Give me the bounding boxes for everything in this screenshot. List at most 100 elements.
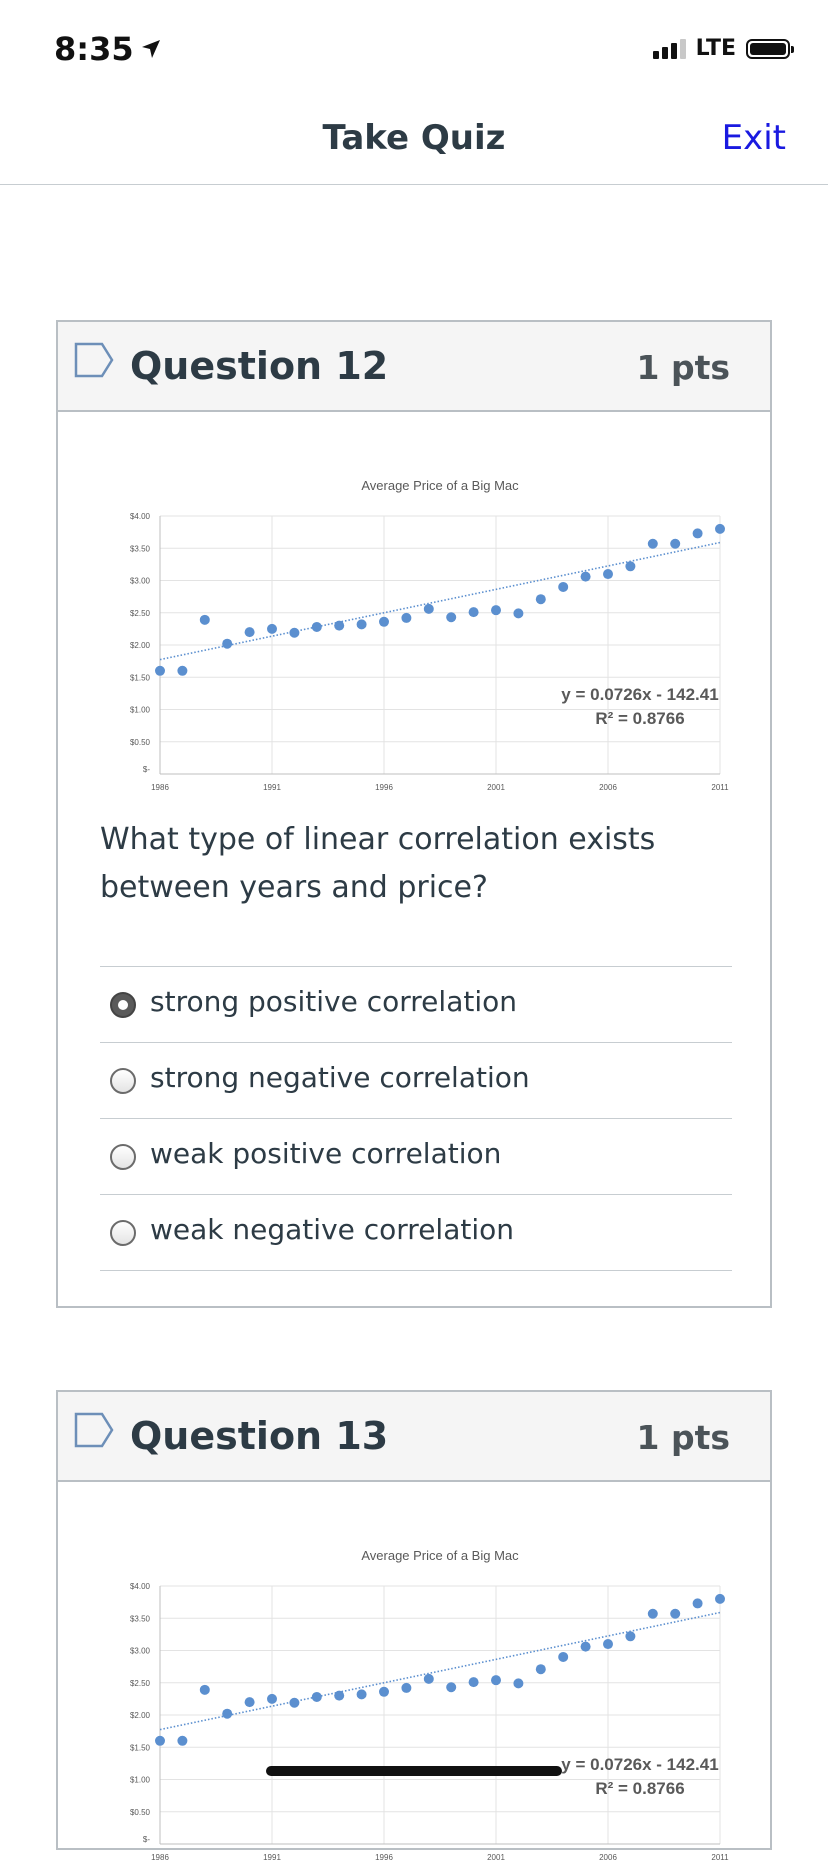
y-tick-label: $3.50 [130, 1614, 151, 1623]
data-point [670, 1608, 681, 1619]
quiz-header: Take Quiz Exit [0, 92, 828, 185]
x-tick-label: 1986 [151, 1853, 169, 1862]
data-point [513, 1678, 524, 1689]
data-point [267, 623, 277, 634]
x-tick-label: 2011 [711, 1853, 729, 1862]
answer-label: weak negative correlation [150, 1213, 514, 1246]
data-point [155, 665, 165, 676]
x-tick-label: 2001 [487, 1853, 505, 1862]
y-tick-label: $1.50 [130, 1743, 151, 1752]
question-header: Question 13 1 pts [58, 1392, 770, 1482]
data-point [334, 620, 345, 631]
x-tick-label: 2006 [599, 1853, 617, 1862]
question-title: Question 12 [130, 344, 389, 388]
data-point [535, 594, 546, 605]
data-point [580, 571, 591, 582]
status-bar: 8:35 LTE [0, 0, 828, 92]
answer-option[interactable]: weak positive correlation [100, 1119, 732, 1195]
data-point [311, 621, 322, 632]
data-point [580, 1641, 591, 1652]
answer-label: strong positive correlation [150, 985, 517, 1018]
radio-button[interactable] [110, 1220, 136, 1246]
data-point [647, 538, 658, 549]
y-tick-label: $3.50 [130, 544, 151, 553]
data-point [468, 607, 479, 618]
data-point [199, 1684, 210, 1695]
x-tick-label: 1991 [263, 1853, 281, 1862]
radio-button[interactable] [110, 1144, 136, 1170]
y-tick-label: $2.00 [130, 1711, 151, 1720]
radio-button-selected[interactable] [110, 992, 136, 1018]
question-points: 1 pts [636, 348, 731, 387]
question-card-13: Question 13 1 pts Average Price of a Big… [56, 1390, 772, 1862]
x-tick-label: 1996 [375, 783, 393, 792]
bookmark-flag-icon[interactable] [74, 342, 114, 378]
data-point [289, 1697, 300, 1708]
question-points: 1 pts [636, 1418, 731, 1457]
regression-label: R² = 0.8766 [595, 709, 684, 728]
x-tick-label: 2011 [711, 783, 729, 792]
answer-option[interactable]: strong negative correlation [100, 1043, 732, 1119]
bookmark-flag-icon[interactable] [74, 1412, 114, 1448]
data-point [535, 1664, 546, 1675]
y-tick-label: $3.00 [130, 577, 151, 586]
y-tick-label: $- [143, 1835, 150, 1844]
regression-label: y = 0.0726x - 142.41 [561, 685, 718, 704]
x-tick-label: 1991 [263, 783, 281, 792]
data-point [491, 605, 501, 616]
data-point [603, 569, 613, 580]
data-point [715, 523, 725, 534]
data-point [199, 614, 210, 625]
data-point [446, 612, 457, 623]
y-tick-label: $3.00 [130, 1647, 151, 1656]
answer-label: strong negative correlation [150, 1061, 530, 1094]
regression-label: R² = 0.8766 [595, 1779, 684, 1798]
y-tick-label: $- [143, 765, 150, 774]
answer-option[interactable]: weak negative correlation [100, 1195, 732, 1271]
status-indicators: LTE [652, 36, 794, 61]
y-tick-label: $0.50 [130, 1808, 151, 1817]
question-header: Question 12 1 pts [58, 322, 770, 412]
data-point [267, 1693, 277, 1704]
exit-button[interactable]: Exit [721, 118, 786, 158]
radio-button[interactable] [110, 1068, 136, 1094]
data-point [356, 619, 367, 630]
data-point [222, 1708, 233, 1719]
data-point [491, 1675, 501, 1686]
y-tick-label: $4.00 [130, 512, 151, 521]
y-tick-label: $2.00 [130, 641, 151, 650]
status-time: 8:35 [54, 30, 162, 68]
data-point [625, 561, 636, 572]
data-point [356, 1689, 367, 1700]
data-point [423, 603, 434, 614]
y-tick-label: $1.00 [130, 706, 151, 715]
data-point [692, 1598, 703, 1609]
data-point [670, 538, 681, 549]
y-tick-label: $2.50 [130, 1679, 151, 1688]
data-point [558, 1651, 569, 1662]
scatter-chart: Average Price of a Big Mac $- $0.50 $1.00 $1… [130, 1548, 729, 1862]
answer-option[interactable]: strong positive correlation [100, 967, 732, 1043]
x-tick-label: 1996 [375, 1853, 393, 1862]
x-tick-label: 2006 [599, 783, 617, 792]
x-tick-label: 1986 [151, 783, 169, 792]
question-title: Question 13 [130, 1414, 389, 1458]
scatter-chart: Average Price of a Big Mac $- $0.50 $1.00 $1… [130, 478, 729, 792]
network-label: LTE [695, 36, 736, 61]
data-point [177, 1735, 188, 1746]
data-point [222, 638, 233, 649]
answer-label: weak positive correlation [150, 1137, 502, 1170]
y-tick-label: $1.00 [130, 1776, 151, 1785]
data-point [401, 1682, 412, 1693]
question-card-12: Question 12 1 pts Average Price of a Big… [56, 320, 772, 1308]
signal-icon [652, 38, 686, 59]
y-tick-label: $1.50 [130, 673, 151, 682]
data-point [379, 616, 389, 627]
data-point [715, 1593, 725, 1604]
trendline [159, 541, 721, 661]
y-tick-label: $0.50 [130, 738, 151, 747]
home-indicator[interactable] [266, 1766, 562, 1776]
data-point [647, 1608, 658, 1619]
data-point [155, 1735, 165, 1746]
data-point [692, 528, 703, 539]
